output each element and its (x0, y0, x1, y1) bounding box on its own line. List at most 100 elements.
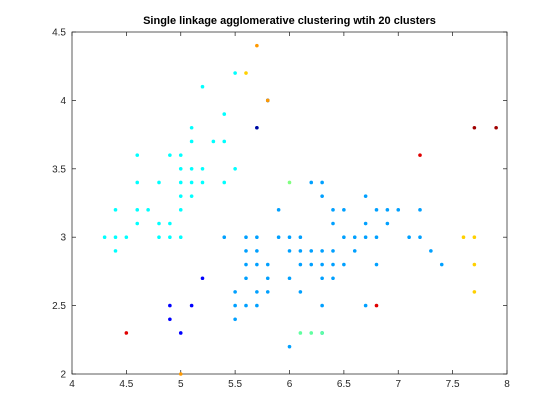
data-point (211, 139, 216, 144)
data-point (287, 235, 292, 239)
data-point (244, 276, 248, 281)
data-point (287, 180, 292, 185)
data-point (331, 221, 335, 226)
data-point (168, 221, 172, 226)
data-point (363, 235, 368, 239)
data-point (255, 249, 259, 253)
data-point (439, 262, 444, 267)
data-point (200, 167, 205, 171)
data-point (178, 208, 183, 212)
data-point (298, 235, 303, 239)
data-point (298, 249, 303, 253)
data-point (320, 331, 324, 335)
data-point (374, 262, 379, 267)
data-point (255, 290, 259, 294)
y-tick-label: 2 (60, 370, 66, 381)
x-tick-label: 7 (395, 379, 401, 390)
data-point (189, 167, 194, 171)
data-point (276, 235, 281, 239)
data-point (178, 153, 183, 157)
x-tick-label: 6.5 (337, 379, 351, 390)
data-point (178, 180, 183, 185)
data-point (135, 221, 140, 226)
data-point (189, 139, 194, 144)
data-point (309, 331, 314, 335)
data-point (255, 43, 259, 48)
x-tick-label: 5.5 (228, 379, 242, 390)
x-tick-label: 4 (69, 379, 75, 390)
data-points (102, 43, 498, 376)
data-point (113, 249, 118, 253)
data-point (178, 372, 183, 376)
x-axis: 4 4.5 5 5.5 6 6.5 7 7.5 8 (69, 32, 510, 390)
data-point (461, 235, 466, 239)
data-point (265, 276, 270, 281)
data-point (178, 194, 183, 198)
data-point (168, 303, 172, 308)
data-point (168, 153, 172, 157)
data-point (265, 262, 270, 267)
data-point (407, 235, 411, 239)
data-point (255, 262, 259, 267)
data-point (113, 208, 118, 212)
data-point (385, 208, 390, 212)
data-point (124, 331, 129, 335)
data-point (189, 180, 194, 185)
data-point (168, 235, 172, 239)
y-axis: 2 2.5 3 3.5 4 4.5 (52, 28, 507, 381)
data-point (113, 235, 118, 239)
data-point (135, 153, 140, 157)
data-point (124, 235, 129, 239)
data-point (363, 303, 368, 308)
data-point (342, 208, 346, 212)
data-point (320, 303, 324, 308)
data-point (472, 235, 477, 239)
data-point (287, 249, 292, 253)
data-point (374, 303, 379, 308)
data-point (233, 317, 237, 322)
data-point (472, 125, 477, 130)
y-tick-label: 3 (60, 233, 66, 244)
y-tick-label: 3.5 (52, 164, 66, 175)
data-point (178, 235, 183, 239)
data-point (233, 303, 237, 308)
data-point (265, 98, 270, 103)
data-point (352, 249, 357, 253)
data-point (244, 249, 248, 253)
data-point (320, 249, 324, 253)
data-point (429, 249, 433, 253)
x-tick-label: 5 (178, 379, 184, 390)
data-point (244, 303, 248, 308)
data-point (342, 262, 346, 267)
data-point (418, 235, 422, 239)
data-point (298, 262, 303, 267)
data-point (472, 262, 477, 267)
data-point (309, 180, 314, 185)
data-point (157, 235, 161, 239)
chart-title: Single linkage agglomerative clustering … (143, 15, 436, 27)
data-point (135, 208, 140, 212)
data-point (265, 290, 270, 294)
data-point (418, 153, 422, 157)
data-point (287, 344, 292, 349)
x-tick-label: 6 (287, 379, 293, 390)
data-point (244, 71, 248, 75)
data-point (200, 84, 205, 89)
data-point (320, 194, 324, 198)
data-point (255, 303, 259, 308)
data-point (363, 194, 368, 198)
data-point (309, 262, 314, 267)
data-point (320, 262, 324, 267)
data-point (200, 276, 205, 281)
data-point (178, 331, 183, 335)
data-point (157, 221, 161, 226)
data-point (472, 290, 477, 294)
data-point (494, 125, 498, 130)
data-point (222, 112, 227, 116)
x-tick-label: 8 (504, 379, 510, 390)
data-point (146, 208, 150, 212)
data-point (157, 180, 161, 185)
data-point (298, 290, 303, 294)
data-point (331, 208, 335, 212)
